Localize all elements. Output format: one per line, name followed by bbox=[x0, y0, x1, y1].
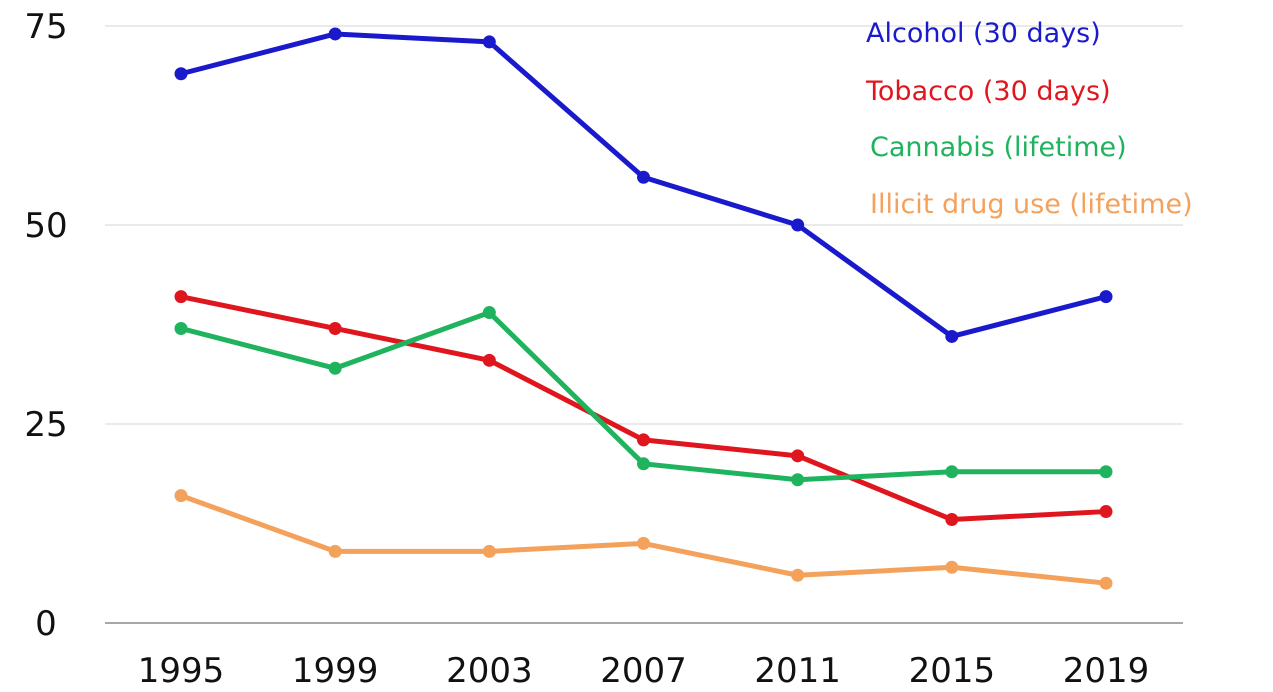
data-point bbox=[328, 361, 342, 375]
x-tick-label: 2007 bbox=[600, 651, 687, 691]
data-point bbox=[637, 457, 650, 471]
series-3 bbox=[174, 489, 1113, 590]
data-point bbox=[1099, 290, 1113, 304]
x-axis-ticks: 1995 1999 2003 2007 2011 2015 2019 bbox=[138, 651, 1150, 691]
x-tick-label: 2003 bbox=[446, 651, 533, 691]
data-point bbox=[328, 27, 342, 41]
data-point bbox=[174, 321, 188, 335]
series-1 bbox=[174, 290, 1113, 527]
series-lines bbox=[174, 27, 1113, 590]
y-tick-label: 25 bbox=[24, 405, 67, 445]
data-point bbox=[637, 536, 650, 550]
data-point bbox=[1099, 576, 1113, 590]
data-point bbox=[174, 489, 188, 503]
x-tick-label: 1995 bbox=[138, 651, 225, 691]
data-point bbox=[174, 290, 188, 304]
data-point bbox=[945, 465, 959, 479]
data-point bbox=[945, 513, 959, 527]
series-2 bbox=[174, 306, 1113, 487]
y-tick-label: 75 bbox=[24, 7, 67, 47]
data-point bbox=[637, 170, 650, 184]
data-point bbox=[1099, 465, 1113, 479]
data-point bbox=[945, 560, 959, 574]
legend-entry: Tobacco (30 days) bbox=[865, 76, 1111, 107]
legend: Alcohol (30 days) Tobacco (30 days) Cannab… bbox=[865, 18, 1193, 220]
grid-lines bbox=[105, 25, 1183, 624]
data-point bbox=[791, 218, 805, 232]
data-point bbox=[174, 67, 188, 81]
x-tick-label: 2011 bbox=[754, 651, 841, 691]
data-point bbox=[482, 306, 496, 320]
data-point bbox=[1099, 505, 1113, 519]
x-tick-label: 1999 bbox=[292, 651, 379, 691]
data-point bbox=[791, 449, 805, 463]
x-tick-label: 2015 bbox=[909, 651, 996, 691]
data-point bbox=[482, 353, 496, 367]
y-tick-label: 0 bbox=[35, 604, 57, 644]
data-point bbox=[791, 473, 805, 487]
data-point bbox=[482, 35, 496, 49]
data-point bbox=[328, 544, 342, 558]
data-point bbox=[482, 544, 496, 558]
y-axis-ticks: 0 25 50 75 bbox=[24, 7, 67, 644]
data-point bbox=[791, 568, 805, 582]
legend-entry: Illicit drug use (lifetime) bbox=[870, 189, 1193, 220]
data-point bbox=[328, 321, 342, 335]
x-tick-label: 2019 bbox=[1063, 651, 1150, 691]
series-line bbox=[178, 310, 1109, 483]
series-0 bbox=[174, 27, 1113, 343]
y-tick-label: 50 bbox=[24, 206, 67, 246]
legend-entry: Cannabis (lifetime) bbox=[870, 132, 1127, 163]
data-point bbox=[945, 329, 959, 343]
legend-entry: Alcohol (30 days) bbox=[866, 18, 1101, 49]
data-point bbox=[637, 433, 650, 447]
